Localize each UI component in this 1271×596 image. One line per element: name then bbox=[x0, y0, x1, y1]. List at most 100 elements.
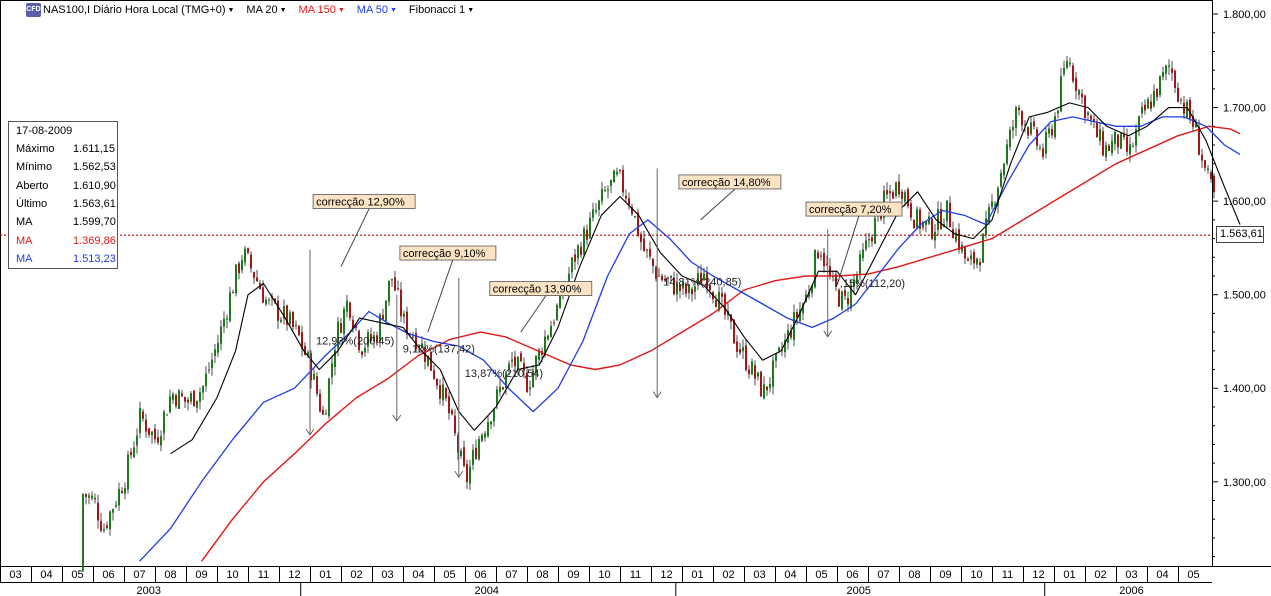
candle-body bbox=[133, 447, 135, 458]
candle-body bbox=[1210, 172, 1212, 180]
x-axis-month-label: 06 bbox=[846, 569, 858, 581]
candle-body bbox=[277, 300, 279, 321]
candle-body bbox=[1144, 104, 1146, 111]
candle-body bbox=[844, 290, 846, 296]
candle-body bbox=[358, 330, 360, 351]
ma20-indicator[interactable]: MA 20 ▼ bbox=[246, 4, 287, 16]
candle-body bbox=[337, 321, 339, 349]
symbol-selector[interactable]: NAS100,I Diário Hora Local (TMG+0) ▼ bbox=[43, 4, 235, 16]
ma150-indicator[interactable]: MA 150 ▼ bbox=[298, 4, 345, 16]
candle-body bbox=[1207, 168, 1209, 171]
candle-body bbox=[1180, 99, 1182, 101]
candle-body bbox=[790, 331, 792, 338]
candle-body bbox=[775, 353, 777, 361]
candle-body bbox=[1198, 126, 1200, 155]
x-axis-month-label: 09 bbox=[939, 569, 951, 581]
x-axis-month-label: 11 bbox=[1002, 569, 1013, 581]
candle-body bbox=[190, 393, 192, 402]
candle-body bbox=[1072, 65, 1074, 82]
candle-body bbox=[490, 421, 492, 425]
x-axis-month-label: 08 bbox=[908, 569, 920, 581]
candle-body bbox=[631, 206, 633, 215]
x-axis-month-label: 04 bbox=[40, 569, 52, 581]
candle-body bbox=[466, 464, 468, 483]
y-axis-tick-label: 1.400,00 bbox=[1223, 383, 1266, 395]
candle-body bbox=[154, 428, 156, 440]
candle-body bbox=[496, 389, 498, 406]
candle-body bbox=[634, 215, 636, 217]
candle-body bbox=[280, 319, 282, 322]
candle-body bbox=[238, 263, 240, 274]
candle-body bbox=[910, 203, 912, 218]
candle-body bbox=[1120, 133, 1122, 149]
ma150-line bbox=[200, 125, 1241, 562]
candle-body bbox=[826, 263, 828, 265]
dropdown-arrow-icon: ▼ bbox=[337, 6, 345, 14]
candle-body bbox=[166, 414, 168, 416]
candle-body bbox=[178, 390, 180, 409]
dropdown-arrow-icon: ▼ bbox=[227, 6, 235, 14]
candle-body bbox=[697, 272, 699, 284]
candle-body bbox=[703, 273, 705, 281]
ma50-indicator[interactable]: MA 50 ▼ bbox=[356, 4, 397, 16]
candle-body bbox=[406, 311, 408, 335]
candle-body bbox=[571, 257, 573, 273]
fibonacci-indicator[interactable]: Fibonacci 1 ▼ bbox=[408, 4, 475, 16]
candle-body bbox=[376, 335, 378, 343]
candle-body bbox=[412, 336, 414, 338]
candle-body bbox=[835, 274, 837, 287]
candle-body bbox=[979, 262, 981, 266]
annotation-label: correcção 9,10% bbox=[403, 248, 486, 260]
candle-body bbox=[925, 220, 927, 225]
candle-body bbox=[763, 384, 765, 399]
candle-body bbox=[1204, 160, 1206, 169]
candle-body bbox=[139, 407, 141, 433]
candle-body bbox=[838, 289, 840, 307]
fib-measure-label: 12,93%(200,45) bbox=[316, 335, 394, 347]
y-axis-tick-label: 1.300,00 bbox=[1223, 477, 1266, 489]
candle-body bbox=[172, 393, 174, 400]
candle-body bbox=[949, 202, 951, 228]
candle-body bbox=[856, 275, 858, 283]
candle-body bbox=[1009, 129, 1011, 148]
candle-body bbox=[1075, 78, 1077, 92]
candle-body bbox=[550, 325, 552, 338]
candle-body bbox=[229, 292, 231, 322]
candle-body bbox=[784, 339, 786, 353]
candle-body bbox=[1027, 127, 1029, 136]
candle-body bbox=[607, 189, 609, 191]
candle-body bbox=[1117, 134, 1119, 148]
candle-body bbox=[307, 352, 309, 357]
candle-body bbox=[997, 188, 999, 206]
candle-body bbox=[433, 370, 435, 379]
candle-body bbox=[1132, 146, 1134, 148]
y-axis-tick-label: 1.600,00 bbox=[1223, 196, 1266, 208]
candle-body bbox=[643, 238, 645, 251]
candle-body bbox=[163, 411, 165, 434]
candle-body bbox=[1015, 106, 1017, 128]
fib-measure-label: 7,15%(112,20) bbox=[834, 278, 905, 290]
candle-body bbox=[583, 228, 585, 255]
candle-body bbox=[217, 342, 219, 353]
candle-body bbox=[853, 279, 855, 287]
candle-body bbox=[1006, 144, 1008, 164]
candle-body bbox=[253, 271, 255, 278]
candle-body bbox=[640, 234, 642, 243]
y-axis-tick-label: 1.700,00 bbox=[1223, 103, 1266, 115]
candle-body bbox=[1042, 148, 1044, 157]
candle-body bbox=[1051, 128, 1053, 136]
candle-body bbox=[1045, 132, 1047, 154]
candle-body bbox=[169, 396, 171, 413]
candle-body bbox=[445, 388, 447, 399]
candle-body bbox=[1171, 68, 1173, 73]
candle-body bbox=[481, 434, 483, 441]
candle-body bbox=[499, 387, 501, 392]
candle-body bbox=[235, 264, 237, 294]
candle-body bbox=[1078, 90, 1080, 95]
candle-body bbox=[1183, 102, 1185, 114]
annotation-label: correcção 13,90% bbox=[493, 284, 582, 296]
candle-body bbox=[676, 281, 678, 295]
candle-body bbox=[298, 325, 300, 336]
candle-body bbox=[1150, 101, 1152, 109]
